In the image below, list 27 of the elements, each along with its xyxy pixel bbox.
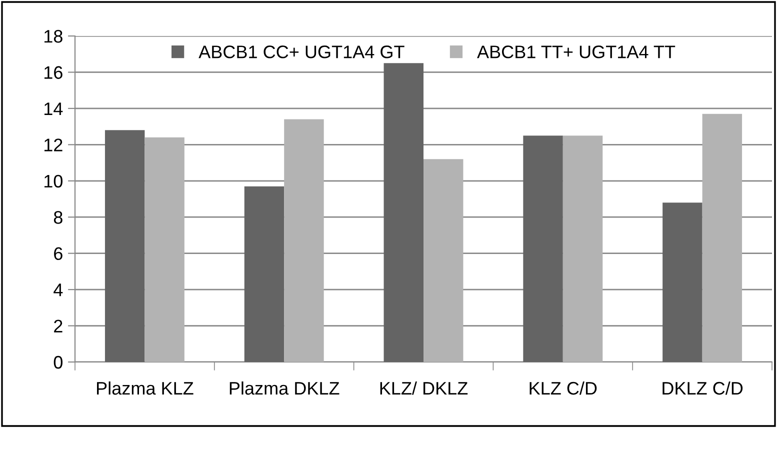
y-tick-label: 16 bbox=[44, 66, 62, 79]
legend-label: ABCB1 CC+ UGT1A4 GT bbox=[198, 46, 404, 58]
x-tick-label: Plazma KLZ bbox=[97, 381, 194, 395]
bar bbox=[384, 63, 424, 362]
y-tick-label: 2 bbox=[54, 320, 62, 332]
bar bbox=[702, 114, 742, 362]
bar bbox=[662, 202, 702, 362]
bar bbox=[244, 186, 284, 362]
x-tick-label: KLZ/ DKLZ bbox=[380, 381, 468, 395]
x-tick-label: KLZ C/D bbox=[530, 381, 597, 395]
y-tick-label: 8 bbox=[54, 211, 62, 224]
bar bbox=[144, 137, 184, 362]
bar bbox=[284, 119, 324, 362]
y-tick-label: 10 bbox=[44, 174, 62, 188]
legend-label: ABCB1 TT+ UGT1A4 TT bbox=[477, 46, 676, 58]
y-tick-label: 18 bbox=[44, 30, 62, 43]
bar bbox=[523, 136, 563, 362]
y-tick-label: 12 bbox=[44, 138, 62, 152]
x-tick-label: Plazma DKLZ bbox=[230, 381, 340, 395]
y-tick-label: 6 bbox=[54, 247, 62, 260]
y-tick-label: 4 bbox=[54, 284, 63, 296]
bar bbox=[562, 136, 603, 362]
y-tick-label: 0 bbox=[54, 356, 62, 369]
y-tick-label: 14 bbox=[44, 102, 63, 115]
bar bbox=[424, 159, 464, 362]
x-tick-label: DKLZ C/D bbox=[662, 381, 743, 395]
bar bbox=[104, 130, 145, 362]
